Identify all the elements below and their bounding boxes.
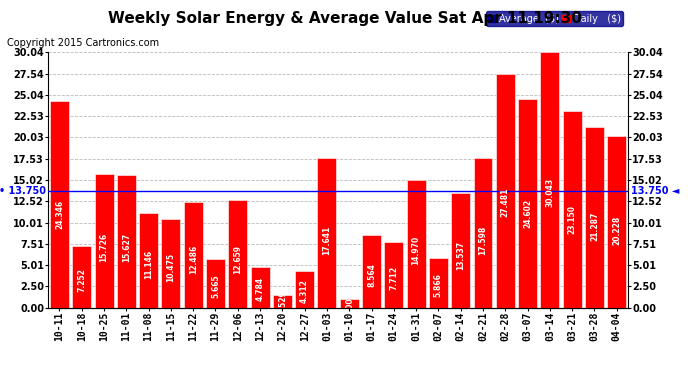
Bar [273, 294, 292, 307]
Text: 10.475: 10.475 [166, 253, 175, 282]
Text: 8.564: 8.564 [367, 263, 376, 287]
Text: • 13.750: • 13.750 [0, 186, 46, 196]
Bar [117, 175, 136, 308]
Text: 15.627: 15.627 [122, 233, 131, 262]
Text: Copyright 2015 Cartronics.com: Copyright 2015 Cartronics.com [7, 38, 159, 48]
Text: 17.598: 17.598 [478, 226, 488, 255]
Text: 13.537: 13.537 [456, 241, 465, 270]
Text: 24.602: 24.602 [523, 199, 532, 228]
Text: 1.529: 1.529 [278, 290, 287, 314]
Text: 30.043: 30.043 [545, 178, 554, 207]
Text: 7.712: 7.712 [389, 266, 398, 290]
Text: 24.346: 24.346 [55, 200, 64, 229]
Text: 7.252: 7.252 [77, 268, 86, 292]
Bar [184, 201, 203, 308]
Text: 20.228: 20.228 [612, 216, 621, 245]
Bar [206, 260, 225, 308]
Bar [496, 74, 515, 307]
Text: 1.006: 1.006 [345, 292, 354, 316]
Bar [406, 180, 426, 308]
Text: 12.486: 12.486 [188, 245, 198, 274]
Text: 5.866: 5.866 [434, 273, 443, 297]
Bar [585, 127, 604, 308]
Bar [362, 235, 381, 308]
Text: 17.641: 17.641 [322, 225, 331, 255]
Text: 12.659: 12.659 [233, 244, 242, 274]
Bar [451, 193, 470, 308]
Text: 13.750 ◄: 13.750 ◄ [631, 186, 679, 196]
Bar [429, 258, 448, 307]
Text: Weekly Solar Energy & Average Value Sat Apr 11 19:30: Weekly Solar Energy & Average Value Sat … [108, 11, 582, 26]
Bar [518, 99, 537, 308]
Bar [295, 271, 314, 308]
Bar [50, 101, 69, 308]
Bar [228, 200, 247, 308]
Bar [250, 267, 270, 308]
Text: 4.312: 4.312 [300, 279, 309, 303]
Bar [161, 219, 180, 308]
Text: 21.287: 21.287 [590, 211, 599, 241]
Bar [139, 213, 158, 308]
Text: 23.150: 23.150 [568, 205, 577, 234]
Bar [339, 299, 359, 307]
Bar [607, 136, 627, 308]
Text: 14.970: 14.970 [412, 236, 421, 265]
Bar [473, 158, 493, 308]
Bar [563, 111, 582, 308]
Text: 27.481: 27.481 [501, 188, 510, 217]
Legend: Average  ($), Daily   ($): Average ($), Daily ($) [486, 12, 623, 26]
Bar [95, 174, 114, 308]
Bar [384, 242, 404, 308]
Bar [540, 53, 560, 308]
Bar [317, 158, 337, 308]
Text: 5.665: 5.665 [211, 274, 220, 298]
Text: 11.146: 11.146 [144, 251, 153, 279]
Text: 15.726: 15.726 [99, 233, 108, 262]
Text: 4.784: 4.784 [255, 277, 264, 301]
Bar [72, 246, 91, 308]
